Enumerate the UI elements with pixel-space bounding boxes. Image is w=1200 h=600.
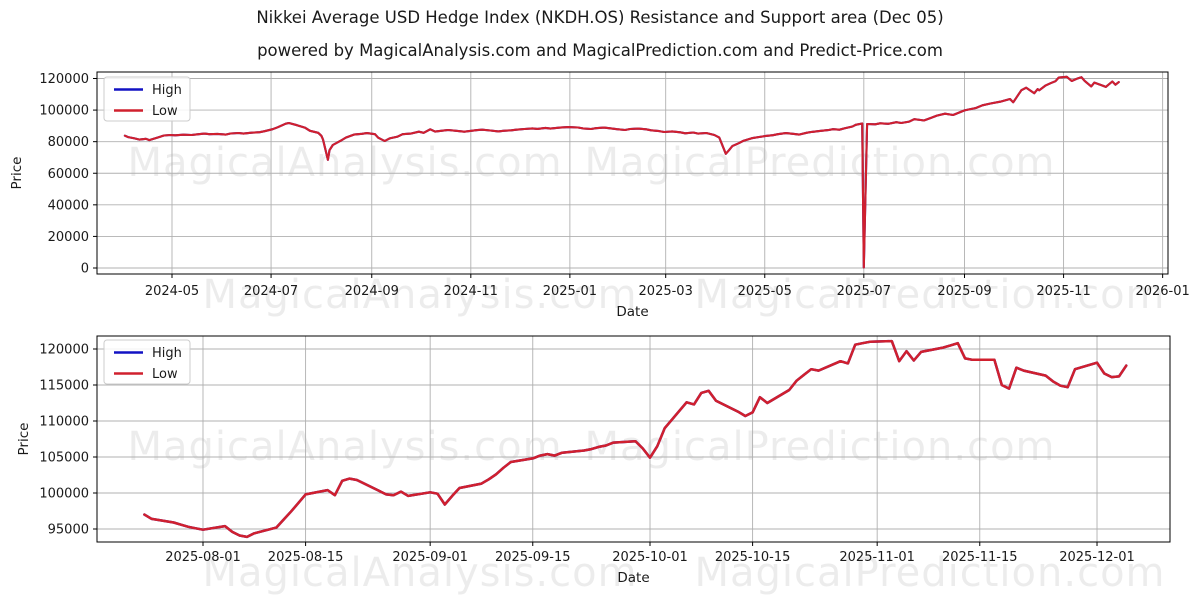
svg-text:2025-09-15: 2025-09-15 — [495, 550, 571, 565]
chart-title: Nikkei Average USD Hedge Index (NKDH.OS)… — [256, 8, 944, 27]
svg-text:2024-09: 2024-09 — [345, 284, 399, 299]
svg-text:2025-01: 2025-01 — [543, 284, 597, 299]
overview-high-line — [123, 75, 1120, 269]
watermark-text: MagicalAnalysis.com — [202, 272, 638, 318]
detail-legend: High Low — [103, 339, 191, 385]
svg-text:40000: 40000 — [48, 198, 89, 213]
svg-text:2025-07: 2025-07 — [837, 284, 891, 299]
svg-text:95000: 95000 — [48, 523, 89, 538]
svg-text:2026-01: 2026-01 — [1135, 284, 1189, 299]
legend-label-low: Low — [152, 104, 178, 119]
svg-text:2024-07: 2024-07 — [244, 284, 298, 299]
detail-high-line — [143, 339, 1128, 539]
detail-ticks — [93, 348, 1098, 546]
detail-axes-box — [96, 335, 1171, 543]
svg-text:2025-11: 2025-11 — [1036, 284, 1090, 299]
legend-label-high: High — [152, 346, 182, 361]
watermark-text: MagicalPrediction.com — [584, 140, 1056, 186]
svg-text:60000: 60000 — [48, 167, 89, 182]
svg-text:105000: 105000 — [39, 451, 89, 466]
overview-legend: High Low — [103, 76, 191, 122]
svg-text:100000: 100000 — [39, 487, 89, 502]
svg-text:2025-12-01: 2025-12-01 — [1059, 550, 1135, 565]
detail-yaxis-label: Price — [16, 423, 32, 456]
svg-text:2025-05: 2025-05 — [738, 284, 792, 299]
watermark-text: MagicalAnalysis.com — [127, 140, 563, 186]
overview-chart: 0 20000 40000 60000 80000 100000 120000 2024-05… — [9, 71, 1190, 320]
detail-chart: 95000 100000 105000 110000 115000 120000 2025-… — [16, 335, 1171, 586]
watermark-text: MagicalAnalysis.com — [127, 424, 563, 470]
svg-text:2025-08-15: 2025-08-15 — [268, 550, 344, 565]
legend-label-high: High — [152, 83, 182, 98]
svg-text:20000: 20000 — [48, 230, 89, 245]
svg-text:115000: 115000 — [39, 379, 89, 394]
svg-text:0: 0 — [81, 262, 89, 277]
svg-text:2025-03: 2025-03 — [639, 284, 693, 299]
overview-tick-labels: 0 20000 40000 60000 80000 100000 120000 2024-05… — [39, 72, 1189, 299]
svg-text:110000: 110000 — [39, 415, 89, 430]
overview-grid — [97, 72, 1168, 274]
svg-text:120000: 120000 — [39, 343, 89, 358]
legend-label-low: Low — [152, 367, 178, 382]
detail-low-line — [143, 339, 1128, 539]
svg-text:2025-11-15: 2025-11-15 — [942, 550, 1018, 565]
watermark-text: MagicalAnalysis.com — [202, 550, 638, 596]
overview-yaxis-label: Price — [9, 157, 25, 190]
svg-text:80000: 80000 — [48, 135, 89, 150]
overview-ticks — [93, 78, 1164, 278]
svg-text:2025-10-01: 2025-10-01 — [612, 550, 688, 565]
detail-tick-labels: 95000 100000 105000 110000 115000 120000 2025-… — [39, 343, 1134, 566]
svg-text:2025-11-01: 2025-11-01 — [839, 550, 915, 565]
watermark-text: MagicalPrediction.com — [694, 272, 1166, 318]
svg-text:2024-11: 2024-11 — [444, 284, 498, 299]
overview-xaxis-label: Date — [616, 304, 648, 320]
detail-xaxis-label: Date — [617, 570, 649, 586]
svg-text:2024-05: 2024-05 — [145, 284, 199, 299]
watermark-text: MagicalPrediction.com — [694, 550, 1166, 596]
detail-grid — [97, 336, 1170, 542]
svg-text:100000: 100000 — [39, 104, 89, 119]
overview-low-line — [123, 75, 1120, 269]
svg-text:2025-10-15: 2025-10-15 — [715, 550, 791, 565]
chart-subtitle: powered by MagicalAnalysis.com and Magic… — [257, 41, 943, 60]
svg-text:120000: 120000 — [39, 72, 89, 87]
svg-text:2025-09-01: 2025-09-01 — [392, 550, 468, 565]
svg-text:2025-09: 2025-09 — [937, 284, 991, 299]
svg-text:2025-08-01: 2025-08-01 — [165, 550, 241, 565]
